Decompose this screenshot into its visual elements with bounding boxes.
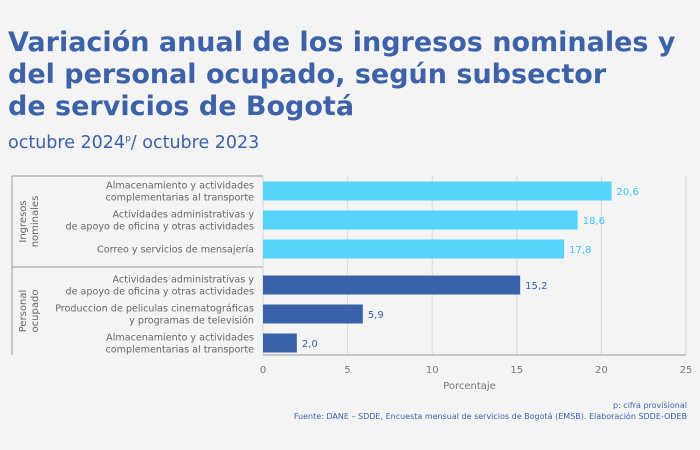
provisional-mark: p [125, 134, 131, 144]
chart-notes: p: cifra provisional Fuente: DANE – SDDE… [294, 400, 687, 422]
category-label-line: y programas de televisión [129, 315, 254, 327]
bar-g1-2 [263, 210, 578, 230]
group-label-line: Personal [18, 290, 29, 333]
category-label-line: Correo y servicios de mensajería [97, 244, 254, 256]
data-label-g1-2: 18,6 [583, 216, 605, 227]
category-label-line: de apoyo de oficina y otras actividades [66, 222, 255, 233]
category-label-g2-3: Almacenamiento y actividades complementar… [106, 333, 255, 356]
category-label-g1-3: Correo y servicios de mensajería [97, 244, 254, 256]
category-label-line: Almacenamiento y actividades [106, 181, 254, 192]
x-tick-label-0: 0 [260, 365, 266, 376]
bar-g1-3 [263, 239, 565, 259]
group-label-line: ocupado [30, 290, 41, 333]
data-label-g2-3: 2,0 [302, 339, 318, 350]
chart-subtitle: octubre 2024p/ octubre 2023 [8, 133, 259, 153]
group-label-1: Ingresosnominales [18, 196, 41, 248]
data-label-g1-3: 17,8 [569, 245, 591, 256]
category-label-line: Almacenamiento y actividades [106, 333, 254, 344]
group-label-line: nominales [30, 196, 41, 248]
data-label-g2-2: 5,9 [368, 310, 384, 321]
category-label-line: complementarias al transporte [106, 345, 255, 356]
category-label-line: de apoyo de oficina y otras actividades [66, 287, 255, 298]
subtitle-base-period: / octubre 2023 [130, 133, 260, 153]
category-label-g1-1: Almacenamiento y actividades complementar… [106, 181, 255, 204]
group-label-2: Personalocupado [18, 290, 41, 333]
provisional-note: p: cifra provisional [612, 401, 687, 410]
category-label-line: Actividades administrativas y [113, 210, 255, 221]
category-label-g2-2: Produccion de peliculas cinematográficas… [55, 303, 254, 327]
bar-g2-1 [263, 275, 521, 295]
x-tick-label-10: 10 [426, 365, 439, 376]
chart-title-line-1: Variación anual de los ingresos nominale… [8, 27, 676, 58]
chart-title: Variación anual de los ingresos nominale… [8, 27, 698, 123]
chart-title-line-2: del personal ocupado, según subsector [8, 59, 607, 90]
subtitle-period: octubre 2024 [8, 133, 126, 153]
bar-g1-1 [263, 181, 612, 201]
category-label-g1-2: Actividades administrativas y de apoyo de… [66, 210, 255, 233]
category-label-line: Produccion de peliculas cinematográficas [55, 303, 254, 315]
x-axis-title: Porcentaje [443, 381, 496, 392]
bar-g2-3 [263, 333, 297, 353]
category-label-line: Actividades administrativas y [113, 275, 255, 286]
bar-g2-2 [263, 304, 363, 324]
x-tick-label-20: 20 [595, 365, 608, 376]
x-tick-label-5: 5 [344, 365, 350, 376]
category-label-line: complementarias al transporte [106, 193, 255, 204]
data-label-g2-1: 15,2 [525, 281, 547, 292]
x-tick-label-25: 25 [680, 365, 693, 376]
category-label-g2-1: Actividades administrativas y de apoyo de… [66, 275, 255, 298]
x-tick-label-15: 15 [510, 365, 523, 376]
source-note: Fuente: DANE – SDDE, Encuesta mensual de… [293, 412, 687, 421]
chart-title-line-3: de servicios de Bogotá [8, 91, 355, 122]
group-label-line: Ingresos [18, 200, 29, 242]
data-label-g1-1: 20,6 [617, 187, 639, 198]
